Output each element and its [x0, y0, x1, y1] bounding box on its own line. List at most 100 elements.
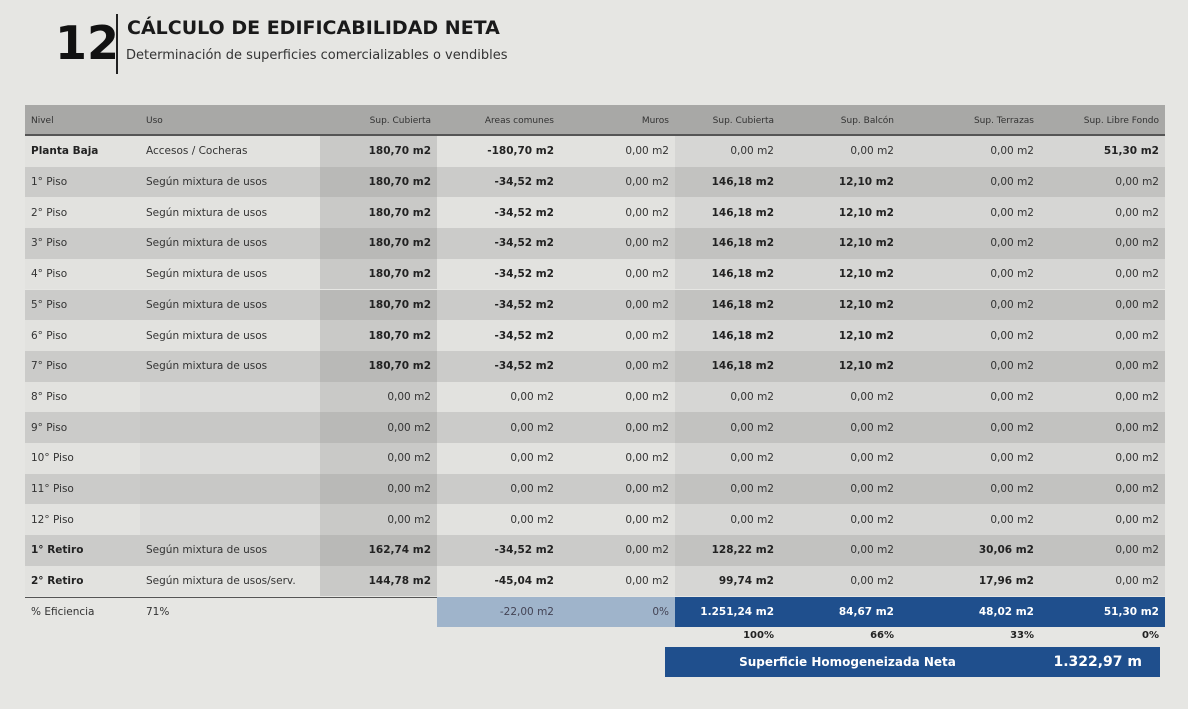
value-cell: 0,00 m2	[780, 412, 900, 443]
value-cell: 0,00 m2	[1040, 381, 1165, 413]
value-cell: -34,52 m2	[437, 197, 560, 229]
column-header: Areas comunes	[437, 105, 560, 136]
column-header: Muros	[560, 105, 675, 136]
value-cell: 0,00 m2	[560, 412, 675, 443]
value-cell: 146,18 m2	[675, 166, 780, 198]
use-cell: Según mixtura de usos	[140, 535, 320, 566]
value-cell: 0,00 m2	[1040, 350, 1165, 382]
level-cell: 11° Piso	[25, 473, 140, 505]
value-cell: 180,70 m2	[320, 136, 437, 167]
value-cell: 0,00 m2	[675, 504, 780, 536]
value-cell: 0,00 m2	[675, 381, 780, 413]
value-cell: 0,00 m2	[900, 443, 1040, 474]
value-cell: 0,00 m2	[560, 136, 675, 167]
use-cell: Según mixtura de usos	[140, 350, 320, 382]
value-cell: 0,00 m2	[560, 320, 675, 351]
value-cell: 162,74 m2	[320, 535, 437, 566]
value-cell: 0,00 m2	[437, 412, 560, 443]
value-cell: 30,06 m2	[900, 535, 1040, 566]
use-cell: Según mixtura de usos/serv.	[140, 565, 320, 597]
column-header: Sup. Balcón	[780, 105, 900, 136]
use-cell: Según mixtura de usos	[140, 197, 320, 229]
value-cell: 0,00 m2	[1040, 443, 1165, 474]
level-cell: 1° Piso	[25, 166, 140, 198]
value-cell: 0,00 m2	[560, 258, 675, 290]
cell-empty	[140, 412, 320, 443]
value-cell: -34,52 m2	[437, 228, 560, 259]
level-cell: 5° Piso	[25, 289, 140, 321]
percentage: 33%	[1010, 630, 1034, 641]
value-cell: 0,00 m2	[1040, 228, 1165, 259]
footer-cell: -22,00 m2	[437, 596, 560, 627]
value-cell: 12,10 m2	[780, 197, 900, 229]
cell-empty	[140, 381, 320, 413]
footer-cell: 51,30 m2	[1040, 596, 1165, 627]
value-cell: 0,00 m2	[1040, 565, 1165, 597]
value-cell: 0,00 m2	[560, 535, 675, 566]
use-cell: Según mixtura de usos	[140, 228, 320, 259]
header-divider	[116, 14, 118, 74]
value-cell: 0,00 m2	[560, 350, 675, 382]
cell-empty	[140, 504, 320, 536]
level-cell: Planta Baja	[25, 136, 140, 167]
value-cell: 0,00 m2	[560, 473, 675, 505]
level-cell: 6° Piso	[25, 320, 140, 351]
summary-value: 1.322,97 m	[1030, 646, 1160, 677]
value-cell: 17,96 m2	[900, 565, 1040, 597]
value-cell: 0,00 m2	[900, 197, 1040, 229]
column-header: Nivel	[25, 105, 140, 136]
value-cell: 180,70 m2	[320, 320, 437, 351]
value-cell: 0,00 m2	[560, 443, 675, 474]
footer-cell: 71%	[146, 605, 170, 618]
value-cell: 12,10 m2	[780, 258, 900, 290]
value-cell: 0,00 m2	[900, 228, 1040, 259]
value-cell: -45,04 m2	[437, 565, 560, 597]
value-cell: 146,18 m2	[675, 228, 780, 259]
value-cell: 0,00 m2	[1040, 412, 1165, 443]
summary-label: Superficie Homogeneizada Neta	[665, 646, 1030, 677]
value-cell: 0,00 m2	[780, 565, 900, 597]
value-cell: 0,00 m2	[320, 412, 437, 443]
use-cell: Según mixtura de usos	[140, 320, 320, 351]
value-cell: 0,00 m2	[320, 473, 437, 505]
value-cell: 0,00 m2	[560, 166, 675, 198]
percentage: 0%	[1142, 630, 1159, 641]
value-cell: 0,00 m2	[675, 443, 780, 474]
value-cell: 0,00 m2	[437, 473, 560, 505]
value-cell: 0,00 m2	[560, 197, 675, 229]
level-cell: 4° Piso	[25, 258, 140, 290]
value-cell: 0,00 m2	[900, 258, 1040, 290]
value-cell: 0,00 m2	[320, 381, 437, 413]
value-cell: 128,22 m2	[675, 535, 780, 566]
column-header: Sup. Libre Fondo	[1040, 105, 1165, 136]
value-cell: 0,00 m2	[780, 473, 900, 505]
value-cell: 146,18 m2	[675, 258, 780, 290]
value-cell: 0,00 m2	[900, 136, 1040, 167]
column-header: Sup. Terrazas	[900, 105, 1040, 136]
column-header: Sup. Cubierta	[675, 105, 780, 136]
value-cell: 0,00 m2	[780, 443, 900, 474]
value-cell: 0,00 m2	[900, 381, 1040, 413]
level-cell: 1° Retiro	[25, 535, 140, 566]
value-cell: 12,10 m2	[780, 350, 900, 382]
level-cell: 7° Piso	[25, 350, 140, 382]
value-cell: -34,52 m2	[437, 350, 560, 382]
value-cell: 0,00 m2	[900, 289, 1040, 321]
value-cell: 12,10 m2	[780, 166, 900, 198]
level-cell: 9° Piso	[25, 412, 140, 443]
value-cell: 0,00 m2	[320, 504, 437, 536]
value-cell: 0,00 m2	[900, 412, 1040, 443]
header-subtitle: Determinación de superficies comercializ…	[126, 48, 508, 63]
value-cell: 180,70 m2	[320, 228, 437, 259]
use-cell: Según mixtura de usos	[140, 289, 320, 321]
cell-empty	[140, 443, 320, 474]
value-cell: 146,18 m2	[675, 289, 780, 321]
value-cell: 12,10 m2	[780, 320, 900, 351]
value-cell: 0,00 m2	[1040, 320, 1165, 351]
value-cell: -34,52 m2	[437, 320, 560, 351]
value-cell: 0,00 m2	[560, 381, 675, 413]
value-cell: 146,18 m2	[675, 350, 780, 382]
value-cell: 0,00 m2	[560, 228, 675, 259]
value-cell: 180,70 m2	[320, 166, 437, 198]
